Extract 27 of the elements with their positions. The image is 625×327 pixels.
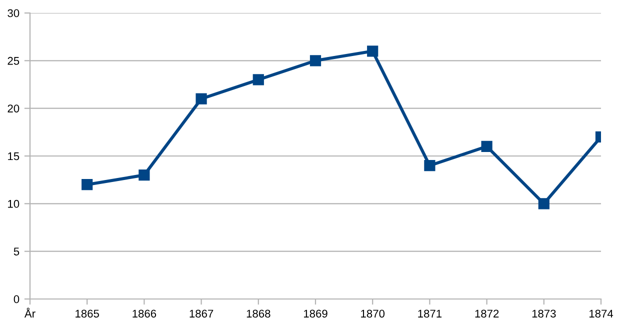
x-tick-label: 1874 (589, 310, 614, 318)
point (138, 170, 150, 181)
point (82, 179, 93, 190)
x-tick-label: 1872 (475, 310, 499, 318)
x-tick-label: 1868 (246, 310, 270, 318)
point (424, 160, 436, 172)
x-tick-label: År (24, 308, 36, 318)
x-tick-label: 1869 (304, 310, 328, 318)
y-tick-label: 20 (8, 104, 20, 112)
y-tick-label: 30 (8, 9, 20, 18)
x-tick-label: 1865 (76, 310, 99, 318)
y-tick-label: 15 (8, 152, 20, 160)
x-tick-label: 1873 (532, 310, 556, 318)
point (538, 198, 550, 210)
point (196, 93, 207, 104)
point (310, 55, 322, 66)
x-tick-label: 1870 (361, 310, 385, 318)
x-tick-label: 1866 (132, 310, 156, 318)
point (481, 140, 492, 152)
y-tick-label: 5 (14, 248, 20, 256)
point (252, 74, 264, 86)
point (367, 46, 378, 57)
y-tick-label: 10 (8, 200, 20, 208)
x-tick-label: 1871 (418, 310, 442, 318)
x-tick-label: 1867 (190, 310, 214, 318)
y-tick-label: 0 (14, 295, 20, 304)
y-tick-label: 25 (8, 56, 20, 65)
